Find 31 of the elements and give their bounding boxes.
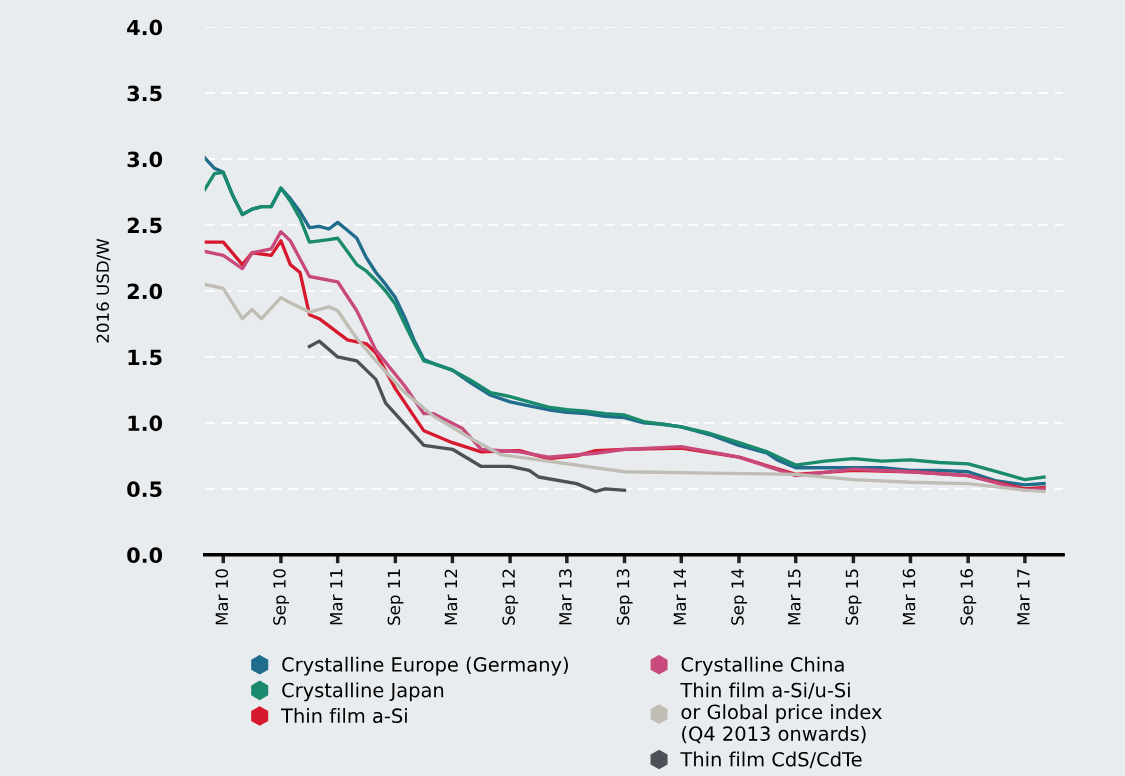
legend-label: Crystalline Europe (Germany) bbox=[282, 656, 568, 676]
y-tick-label: 3.5 bbox=[127, 85, 162, 102]
x-tick-label: Sep 15 bbox=[845, 569, 862, 625]
y-tick-label: 0.0 bbox=[127, 547, 163, 564]
x-tick-label: Sep 12 bbox=[502, 569, 519, 625]
x-tick-label: Sep 13 bbox=[616, 569, 633, 625]
legend-label: Thin film CdS/CdTe bbox=[680, 751, 862, 769]
legend-label: Crystalline China bbox=[681, 656, 844, 676]
y-axis-title: 2016 USD/W bbox=[96, 238, 111, 343]
x-tick-label: Mar 15 bbox=[788, 569, 801, 625]
x-tick-label: Mar 10 bbox=[215, 569, 229, 625]
x-tick-label: Sep 14 bbox=[731, 568, 748, 625]
x-tick-label: Sep 11 bbox=[387, 569, 404, 625]
x-tick-label: Sep 10 bbox=[273, 569, 289, 625]
y-tick-label: 2.5 bbox=[127, 217, 162, 234]
x-tick-label: Mar 11 bbox=[330, 569, 343, 625]
x-tick-label: Mar 13 bbox=[559, 569, 572, 625]
y-tick-label: 1.0 bbox=[128, 415, 163, 432]
y-tick-label: 1.5 bbox=[128, 349, 162, 366]
legend-label: Crystalline Japan bbox=[282, 682, 444, 702]
x-tick-label: Mar 17 bbox=[1017, 569, 1030, 625]
x-tick-label: Sep 16 bbox=[960, 569, 977, 625]
x-tick-label: Mar 14 bbox=[673, 568, 687, 625]
x-tick-label: Mar 12 bbox=[444, 569, 458, 625]
y-tick-label: 0.5 bbox=[127, 481, 162, 498]
legend-label: Thin film a-Si/u-Si or Global price index (Q4 2013 onwards) bbox=[680, 682, 882, 744]
y-tick-label: 4.0 bbox=[127, 19, 163, 36]
y-tick-label: 3.0 bbox=[127, 151, 163, 168]
legend-label: Thin film a-Si bbox=[281, 708, 407, 724]
y-tick-label: 2.0 bbox=[127, 283, 163, 300]
x-tick-label: Mar 16 bbox=[902, 569, 916, 625]
